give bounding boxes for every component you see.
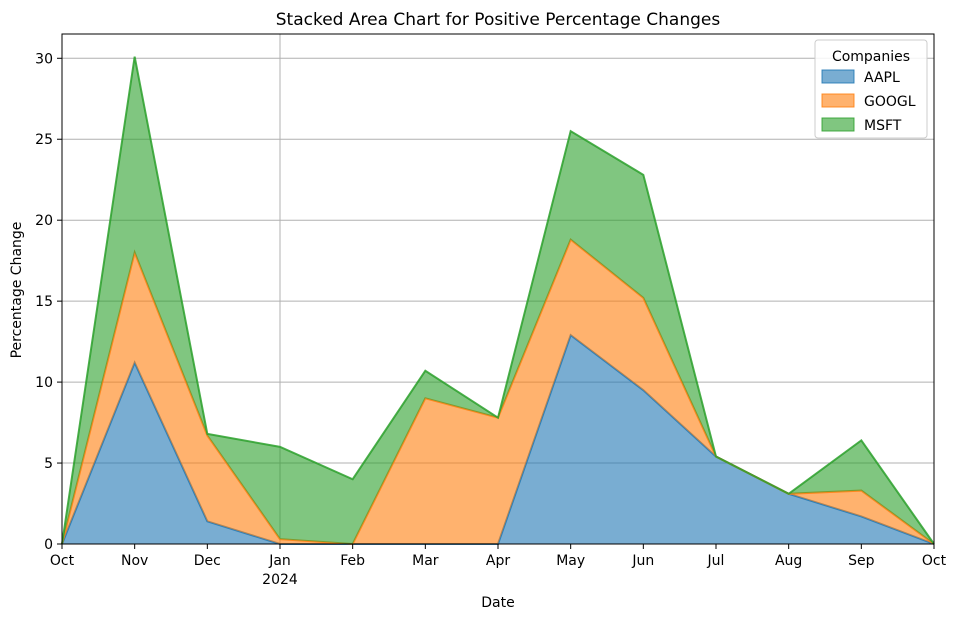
y-tick-label: 25	[35, 132, 53, 148]
x-tick-label: Nov	[121, 553, 148, 569]
legend-swatch-aapl	[821, 69, 855, 84]
x-tick-label: Jan	[268, 553, 291, 569]
legend-items: AAPL GOOGL MSFT	[821, 69, 916, 134]
x-tick-label: Jun	[631, 553, 654, 569]
axes: 0 5 10 15 20 25 30 Oct Nov Dec Jan Feb Mar Apr May Jun J…	[35, 51, 946, 588]
area-aapl	[62, 335, 934, 544]
x-tick-label: Feb	[340, 553, 365, 569]
legend-label-msft: MSFT	[864, 118, 902, 134]
x-tick-label: Sep	[848, 553, 875, 569]
y-tick-label: 0	[44, 537, 53, 553]
legend-swatch-googl	[821, 93, 855, 108]
y-tick-label: 30	[35, 51, 53, 67]
legend: Companies AAPL GOOGL MSFT	[814, 39, 928, 139]
x-tick-label: Apr	[486, 553, 510, 569]
y-tick-label: 20	[35, 213, 53, 229]
x-tick-label: Oct	[50, 553, 75, 569]
x-tick-label: Mar	[412, 553, 439, 569]
x-tick-label: May	[556, 553, 585, 569]
y-tick-label: 10	[35, 375, 53, 391]
legend-box	[814, 39, 928, 139]
y-tick-label: 15	[35, 294, 53, 310]
x-year-label: 2024	[262, 572, 298, 588]
legend-label-googl: GOOGL	[864, 94, 916, 110]
x-tick-label: Aug	[775, 553, 802, 569]
y-tick-label: 5	[44, 456, 53, 472]
legend-title: Companies	[832, 49, 910, 65]
legend-swatch-msft	[821, 117, 855, 132]
x-tick-label: Jul	[707, 553, 725, 569]
x-tick-label: Dec	[194, 553, 221, 569]
chart-title: Stacked Area Chart for Positive Percenta…	[276, 10, 721, 30]
line-msft	[61, 56, 935, 545]
x-axis-label: Date	[481, 595, 514, 611]
area-googl	[62, 239, 934, 544]
area-series-group	[61, 56, 935, 546]
y-axis-label: Percentage Change	[9, 222, 25, 359]
legend-label-aapl: AAPL	[864, 70, 900, 86]
x-tick-label: Oct	[922, 553, 947, 569]
